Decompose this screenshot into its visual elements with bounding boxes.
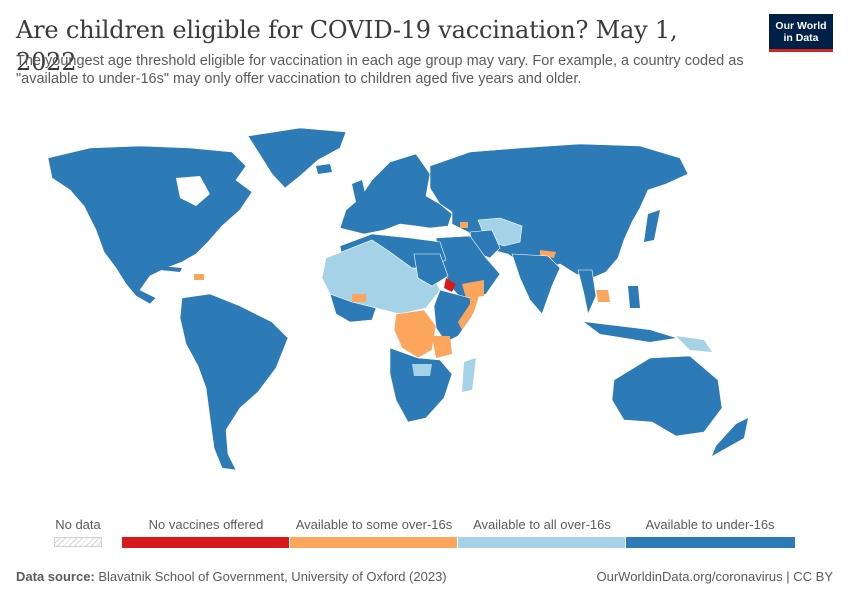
region-burkina[interactable] — [352, 294, 366, 302]
region-papua[interactable] — [676, 336, 712, 352]
logo-line-1: Our World — [775, 20, 827, 32]
region-somalia[interactable] — [458, 286, 482, 330]
region-central-africa[interactable] — [393, 309, 437, 359]
chart-subtitle: The youngest age threshold eligible for … — [16, 53, 744, 87]
region-philippines[interactable] — [628, 286, 640, 308]
region-myanmar[interactable] — [577, 269, 597, 315]
region-uk[interactable] — [352, 180, 366, 202]
region-southern-africa[interactable] — [389, 347, 453, 423]
footer-link[interactable]: OurWorldinData.org/coronavirus | CC BY — [596, 569, 833, 584]
legend-bar-under16[interactable] — [626, 537, 795, 548]
region-eritrea[interactable] — [444, 278, 456, 292]
legend-label-some-over16: Available to some over-16s — [295, 517, 453, 532]
region-japan[interactable] — [644, 210, 660, 242]
legend-no-data-label: No data — [55, 517, 101, 532]
legend-label-all-over16: Available to all over-16s — [473, 517, 611, 532]
region-south-america[interactable] — [179, 293, 289, 471]
region-australia[interactable] — [611, 355, 723, 437]
world-map — [47, 127, 748, 471]
chart-title: Are children eligible for COVID-19 vacci… — [16, 16, 678, 76]
region-north-america[interactable] — [47, 145, 253, 305]
region-haiti[interactable] — [194, 274, 204, 280]
region-greenland[interactable] — [247, 127, 347, 189]
region-armenia[interactable] — [460, 222, 468, 228]
footer-source: Data source: Blavatnik School of Governm… — [16, 569, 447, 584]
region-caribbean[interactable] — [160, 266, 182, 272]
region-indonesia[interactable] — [584, 322, 676, 342]
legend-label-under16: Available to under-16s — [645, 517, 775, 532]
region-zambia[interactable] — [412, 364, 432, 376]
region-india[interactable] — [511, 253, 561, 315]
region-tanzania[interactable] — [432, 336, 452, 358]
legend-bar-no-vaccines[interactable] — [122, 537, 290, 548]
legend-no-data-swatch[interactable] — [54, 537, 102, 547]
footer-source-label: Data source: — [16, 569, 95, 584]
region-sudan[interactable] — [413, 253, 449, 287]
legend-bar-some-over16[interactable] — [290, 537, 458, 548]
logo-line-2: in Data — [783, 32, 819, 44]
owid-logo[interactable]: Our World in Data — [769, 14, 833, 52]
region-vietnam[interactable] — [596, 290, 610, 302]
footer-source-text[interactable]: Blavatnik School of Government, Universi… — [98, 569, 447, 584]
region-iceland[interactable] — [316, 164, 332, 174]
legend-bar-all-over16[interactable] — [458, 537, 626, 548]
hudson-bay — [176, 176, 210, 206]
legend-label-no-vaccines: No vaccines offered — [148, 517, 264, 532]
region-new-zealand[interactable] — [712, 418, 748, 456]
region-madagascar[interactable] — [462, 358, 476, 392]
